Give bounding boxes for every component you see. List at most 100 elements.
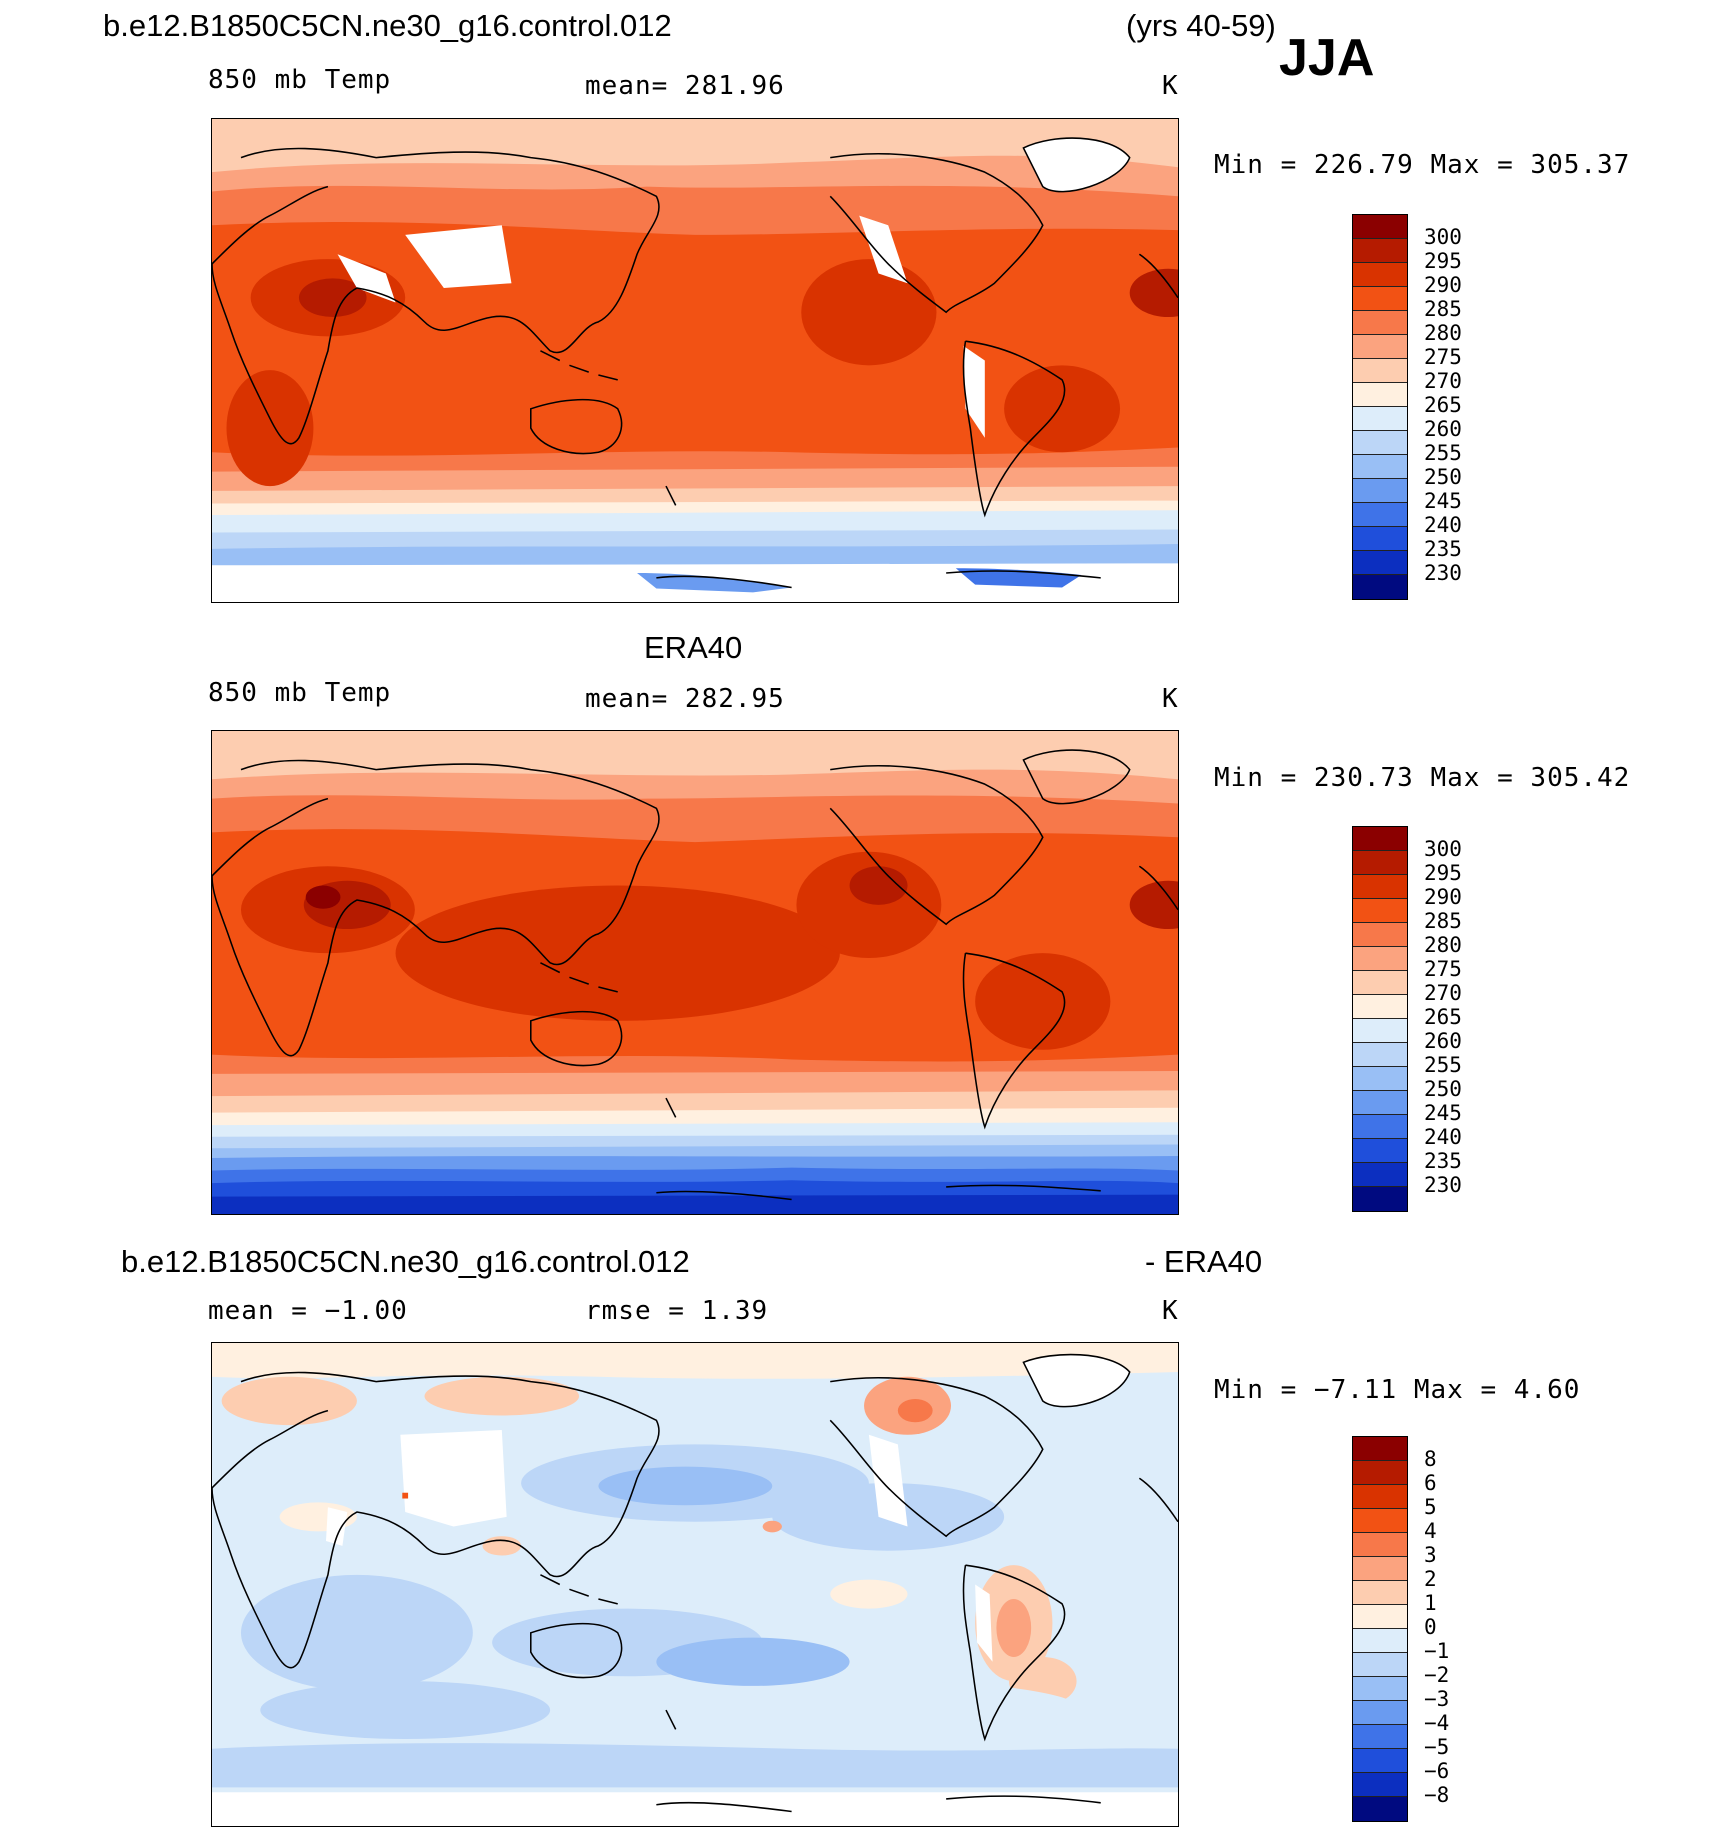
panel-diff-mean: mean = −1.00 xyxy=(208,1296,408,1326)
colorbar-tick-label: 6 xyxy=(1424,1471,1437,1495)
colorbar-tick-label: 245 xyxy=(1424,1101,1462,1125)
colorbar-swatch xyxy=(1353,455,1407,479)
panel-obs-units: K xyxy=(1162,684,1179,714)
colorbar-swatch xyxy=(1353,1557,1407,1581)
colorbar-tick-label: 235 xyxy=(1424,1149,1462,1173)
colorbar-swatch xyxy=(1353,1629,1407,1653)
colorbar-tick-label: 275 xyxy=(1424,345,1462,369)
colorbar-swatch xyxy=(1353,1701,1407,1725)
colorbar-swatch xyxy=(1353,1437,1407,1461)
colorbar-swatch xyxy=(1353,1187,1407,1211)
colorbar-tick-label: 250 xyxy=(1424,1077,1462,1101)
colorbar-tick-label: 230 xyxy=(1424,1173,1462,1197)
colorbar-swatch xyxy=(1353,923,1407,947)
colorbar-swatch xyxy=(1353,239,1407,263)
colorbar-tick-label: −2 xyxy=(1424,1663,1450,1687)
colorbar-tick-label: 1 xyxy=(1424,1591,1437,1615)
colorbar-tick-label: 260 xyxy=(1424,1029,1462,1053)
map-obs xyxy=(211,730,1179,1215)
colorbar-swatch xyxy=(1353,1581,1407,1605)
map-diff xyxy=(211,1342,1179,1827)
colorbar-tick-label: 300 xyxy=(1424,837,1462,861)
colorbar-tick-label: 255 xyxy=(1424,1053,1462,1077)
colorbar-swatch xyxy=(1353,311,1407,335)
colorbar-obs xyxy=(1352,826,1408,1212)
colorbar-tick-label: 280 xyxy=(1424,933,1462,957)
panel-model-units: K xyxy=(1162,71,1179,101)
map-model xyxy=(211,118,1179,603)
case-title: b.e12.B1850C5CN.ne30_g16.control.012 xyxy=(103,8,672,43)
panel-model-variable: 850 mb Temp xyxy=(208,65,392,95)
colorbar-tick-label: 230 xyxy=(1424,561,1462,585)
panel-diff-minmax: Min = −7.11 Max = 4.60 xyxy=(1214,1375,1581,1405)
colorbar-swatch xyxy=(1353,503,1407,527)
panel-obs-minmax: Min = 230.73 Max = 305.42 xyxy=(1214,763,1631,793)
panel-diff-title: b.e12.B1850C5CN.ne30_g16.control.012 xyxy=(121,1244,690,1279)
colorbar-tick-label: 280 xyxy=(1424,321,1462,345)
colorbar-tick-label: 265 xyxy=(1424,1005,1462,1029)
colorbar-tick-label: 275 xyxy=(1424,957,1462,981)
colorbar-tick-label: 235 xyxy=(1424,537,1462,561)
colorbar-tick-label: 0 xyxy=(1424,1615,1437,1639)
colorbar-swatch xyxy=(1353,995,1407,1019)
colorbar-diff xyxy=(1352,1436,1408,1822)
colorbar-swatch xyxy=(1353,851,1407,875)
colorbar-swatch xyxy=(1353,431,1407,455)
colorbar-swatch xyxy=(1353,407,1407,431)
colorbar-swatch xyxy=(1353,1509,1407,1533)
colorbar-swatch xyxy=(1353,1067,1407,1091)
colorbar-swatch xyxy=(1353,335,1407,359)
colorbar-swatch xyxy=(1353,359,1407,383)
colorbar-tick-label: 8 xyxy=(1424,1447,1437,1471)
colorbar-swatch xyxy=(1353,1677,1407,1701)
colorbar-swatch xyxy=(1353,1163,1407,1187)
colorbar-tick-label: −5 xyxy=(1424,1735,1450,1759)
colorbar-tick-label: −4 xyxy=(1424,1711,1450,1735)
colorbar-swatch xyxy=(1353,479,1407,503)
colorbar-model xyxy=(1352,214,1408,600)
colorbar-swatch xyxy=(1353,1749,1407,1773)
colorbar-swatch xyxy=(1353,827,1407,851)
colorbar-tick-label: 285 xyxy=(1424,297,1462,321)
panel-diff-rmse: rmse = 1.39 xyxy=(585,1296,769,1326)
colorbar-swatch xyxy=(1353,1605,1407,1629)
panel-diff-units: K xyxy=(1162,1296,1179,1326)
colorbar-tick-label: −1 xyxy=(1424,1639,1450,1663)
colorbar-swatch xyxy=(1353,287,1407,311)
colorbar-tick-label: −3 xyxy=(1424,1687,1450,1711)
colorbar-tick-label: 2 xyxy=(1424,1567,1437,1591)
colorbar-tick-label: 285 xyxy=(1424,909,1462,933)
colorbar-swatch xyxy=(1353,875,1407,899)
colorbar-tick-label: 270 xyxy=(1424,981,1462,1005)
panel-obs-title: ERA40 xyxy=(644,630,743,665)
colorbar-tick-label: 260 xyxy=(1424,417,1462,441)
colorbar-swatch xyxy=(1353,263,1407,287)
colorbar-swatch xyxy=(1353,1091,1407,1115)
colorbar-swatch xyxy=(1353,527,1407,551)
colorbar-swatch xyxy=(1353,971,1407,995)
panel-diff-title-right: - ERA40 xyxy=(1145,1244,1263,1279)
colorbar-swatch xyxy=(1353,1485,1407,1509)
colorbar-swatch xyxy=(1353,1653,1407,1677)
colorbar-swatch xyxy=(1353,1461,1407,1485)
colorbar-swatch xyxy=(1353,1019,1407,1043)
colorbar-tick-label: 4 xyxy=(1424,1519,1437,1543)
colorbar-swatch xyxy=(1353,899,1407,923)
panel-obs-variable: 850 mb Temp xyxy=(208,678,392,708)
years-label: (yrs 40-59) xyxy=(1126,8,1276,43)
colorbar-swatch xyxy=(1353,1533,1407,1557)
colorbar-tick-label: 3 xyxy=(1424,1543,1437,1567)
panel-model-mean: mean= 281.96 xyxy=(585,71,785,101)
colorbar-tick-label: −6 xyxy=(1424,1759,1450,1783)
colorbar-tick-label: 270 xyxy=(1424,369,1462,393)
colorbar-swatch xyxy=(1353,1725,1407,1749)
colorbar-swatch xyxy=(1353,1797,1407,1821)
colorbar-tick-label: 295 xyxy=(1424,249,1462,273)
season-label: JJA xyxy=(1279,29,1375,87)
panel-obs-mean: mean= 282.95 xyxy=(585,684,785,714)
colorbar-swatch xyxy=(1353,1139,1407,1163)
colorbar-tick-label: 5 xyxy=(1424,1495,1437,1519)
colorbar-tick-label: 290 xyxy=(1424,885,1462,909)
colorbar-swatch xyxy=(1353,947,1407,971)
colorbar-swatch xyxy=(1353,1773,1407,1797)
